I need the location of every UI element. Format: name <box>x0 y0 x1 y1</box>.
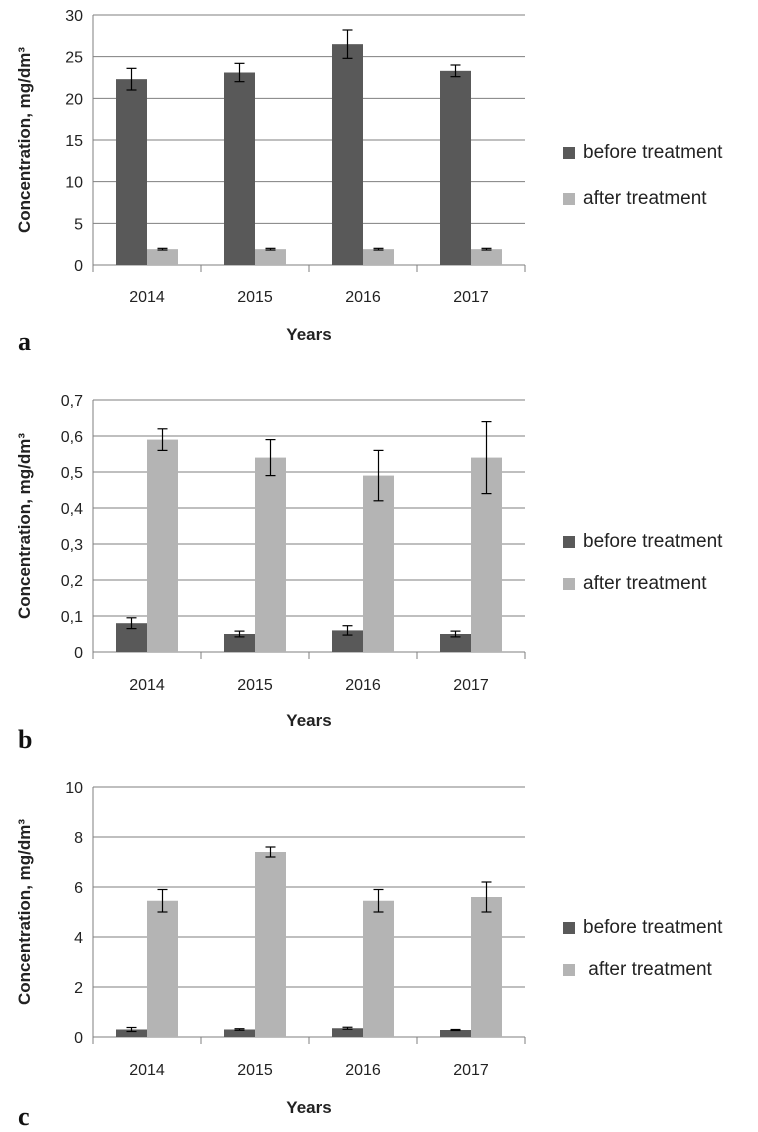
x-tick-label: 2017 <box>453 677 489 694</box>
y-tick-label: 0,6 <box>61 429 83 446</box>
legend-label: after treatment <box>583 188 707 209</box>
x-tick-label: 2017 <box>453 289 489 306</box>
legend-swatch-before <box>563 536 575 548</box>
bar-before-2017 <box>440 70 471 265</box>
bar-after-2016 <box>363 900 394 1037</box>
bar-before-2015 <box>224 634 255 652</box>
y-tick-label: 25 <box>65 50 83 67</box>
y-tick-label: 15 <box>65 133 83 150</box>
y-tick-label: 0,5 <box>61 465 83 482</box>
y-tick-label: 10 <box>65 780 83 797</box>
x-tick-label: 2017 <box>453 1062 489 1079</box>
y-tick-label: 5 <box>74 216 83 233</box>
y-tick-label: 8 <box>74 830 83 847</box>
x-tick-label: 2015 <box>237 677 273 694</box>
bar-after-2014 <box>147 900 178 1037</box>
bar-before-2017 <box>440 634 471 652</box>
bar-after-2014 <box>147 439 178 652</box>
bar-after-2017 <box>471 897 502 1037</box>
bar-before-2016 <box>332 630 363 652</box>
x-tick-label: 2016 <box>345 1062 381 1079</box>
y-axis-title: Concentration, mg/dm³ <box>15 819 34 1005</box>
y-tick-label: 30 <box>65 8 83 25</box>
y-axis-title: Concentration, mg/dm³ <box>15 47 34 233</box>
bar-after-2015 <box>255 457 286 652</box>
y-tick-label: 4 <box>74 930 83 947</box>
x-tick-label: 2016 <box>345 289 381 306</box>
panel-letter: c <box>18 1102 30 1131</box>
legend-label: before treatment <box>583 142 723 163</box>
legend-swatch-after <box>563 193 575 205</box>
bar-after-2015 <box>255 852 286 1037</box>
chart-panel-a: 0 5 10 15 20 25 30 2014 2015 2016 2017 Concentratio… <box>15 8 723 356</box>
panel-letter: a <box>18 327 31 356</box>
legend-label: after treatment <box>583 573 707 594</box>
y-tick-label: 0 <box>74 1030 83 1047</box>
legend-swatch-before <box>563 147 575 159</box>
y-tick-label: 10 <box>65 175 83 192</box>
bar-before-2016 <box>332 1028 363 1037</box>
y-tick-label: 6 <box>74 880 83 897</box>
legend-swatch-after <box>563 964 575 976</box>
bar-before-2017 <box>440 1030 471 1037</box>
y-axis-title: Concentration, mg/dm³ <box>15 433 34 619</box>
bar-after-2016 <box>363 249 394 265</box>
bar-before-2014 <box>116 79 147 266</box>
chart-panel-c: 0 2 4 6 8 10 2014 2015 2016 2017 Concentration, mg… <box>15 780 723 1131</box>
panel-letter: b <box>18 725 32 754</box>
y-tick-label: 20 <box>65 91 83 108</box>
legend-label: after treatment <box>583 959 713 980</box>
x-tick-label: 2014 <box>129 289 165 306</box>
y-tick-label: 0,4 <box>61 501 83 518</box>
y-tick-label: 0,7 <box>61 393 83 410</box>
bar-before-2014 <box>116 1029 147 1037</box>
x-axis-title: Years <box>286 711 331 730</box>
x-axis-title: Years <box>286 325 331 344</box>
y-tick-label: 0 <box>74 645 83 662</box>
legend-label: before treatment <box>583 531 723 552</box>
legend-swatch-after <box>563 578 575 590</box>
bar-before-2015 <box>224 72 255 265</box>
x-tick-label: 2015 <box>237 289 273 306</box>
bar-before-2015 <box>224 1029 255 1037</box>
y-tick-label: 0,1 <box>61 609 83 626</box>
bar-before-2016 <box>332 44 363 265</box>
bar-after-2015 <box>255 249 286 265</box>
legend-label: before treatment <box>583 917 723 938</box>
y-tick-label: 0 <box>74 258 83 275</box>
chart-panel-b: 0 0,1 0,2 0,3 0,4 0,5 0,6 0,7 2014 2015 2016 2017 Co… <box>15 393 723 754</box>
y-tick-label: 2 <box>74 980 83 997</box>
x-tick-label: 2014 <box>129 677 165 694</box>
bar-after-2017 <box>471 249 502 265</box>
y-tick-label: 0,3 <box>61 537 83 554</box>
x-tick-label: 2015 <box>237 1062 273 1079</box>
legend-swatch-before <box>563 922 575 934</box>
y-tick-label: 0,2 <box>61 573 83 590</box>
bar-after-2016 <box>363 475 394 652</box>
x-tick-label: 2014 <box>129 1062 165 1079</box>
bar-after-2014 <box>147 249 178 265</box>
x-tick-label: 2016 <box>345 677 381 694</box>
x-axis-title: Years <box>286 1098 331 1117</box>
